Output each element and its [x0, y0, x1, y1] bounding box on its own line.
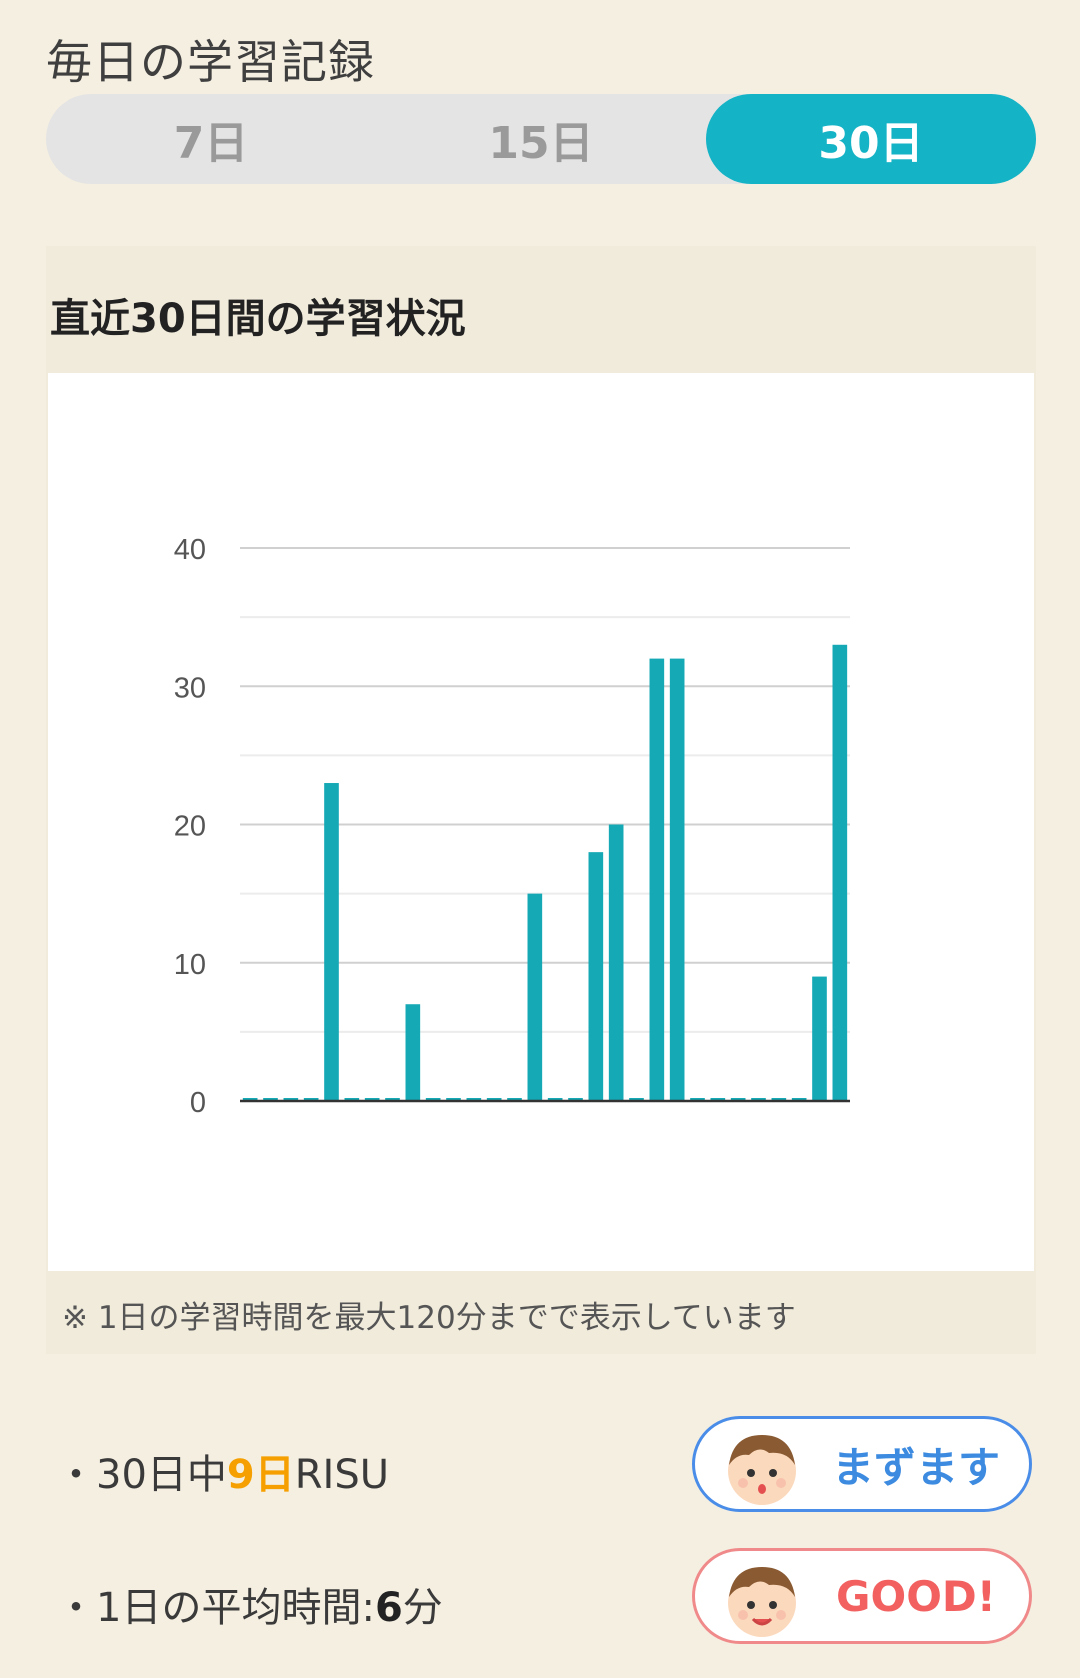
bar-day-19 — [608, 824, 624, 1101]
bar-day-3 — [283, 1098, 299, 1101]
bar-day-29 — [812, 976, 827, 1101]
chart-container: 0 10 20 30 40 — [48, 373, 1034, 1271]
tab-7-days[interactable]: 7日 — [173, 118, 249, 169]
bar-day-21 — [649, 658, 665, 1101]
study-days-stat: ・30日中9日RISU — [56, 1442, 389, 1500]
y-tick-label: 10 — [174, 949, 206, 981]
y-tick-label: 0 — [190, 1087, 206, 1119]
study-status-panel: 直近30日間の学習状況 0 10 20 30 40 ※ 1日の学習時間を最大120分まで… — [46, 246, 1036, 1354]
bar-day-17 — [568, 1098, 583, 1101]
bar-day-12 — [466, 1098, 482, 1101]
average-time-stat: ・1日の平均時間:6分 — [56, 1575, 443, 1633]
average-time-badge: GOOD! — [692, 1548, 1032, 1644]
y-tick-label: 20 — [174, 811, 206, 843]
bar-day-30 — [832, 644, 848, 1101]
bar-day-11 — [446, 1098, 461, 1101]
bar-day-25 — [730, 1098, 746, 1101]
study-days-prefix: ・30日中 — [56, 1452, 227, 1498]
y-tick-label: 30 — [174, 672, 206, 704]
study-days-value: 9日 — [226, 1452, 295, 1498]
tab-15-days[interactable]: 15日 — [488, 118, 594, 169]
tab-30-days[interactable]: 30日 — [706, 94, 1036, 184]
study-days-badge-label: まずます — [831, 1442, 1000, 1492]
study-days-badge: まずます — [692, 1416, 1032, 1512]
child-face-icon — [728, 1435, 796, 1505]
bar-day-28 — [791, 1098, 807, 1101]
average-time-value: 6 — [374, 1585, 403, 1631]
bar-day-24 — [710, 1098, 726, 1101]
bar-day-1 — [242, 1098, 258, 1101]
bar-day-16 — [547, 1098, 563, 1101]
bar-day-18 — [588, 852, 604, 1101]
panel-title: 直近30日間の学習状況 — [50, 296, 466, 342]
range-tabs: 7日 15日 30日 — [46, 94, 1036, 184]
bar-day-13 — [486, 1098, 502, 1101]
bar-day-2 — [263, 1098, 278, 1101]
bar-day-27 — [771, 1098, 787, 1101]
bar-day-26 — [751, 1098, 766, 1101]
average-time-suffix: 分 — [402, 1585, 443, 1631]
bar-day-4 — [303, 1098, 319, 1101]
bar-day-5 — [324, 783, 339, 1101]
page-title: 毎日の学習記録 — [46, 35, 375, 89]
average-time-prefix: ・1日の平均時間: — [56, 1585, 375, 1631]
study-time-bar-chart: 0 10 20 30 40 — [174, 534, 850, 1119]
study-days-suffix: RISU — [294, 1452, 390, 1498]
bar-day-15 — [527, 893, 543, 1101]
child-face-icon — [728, 1567, 796, 1637]
y-tick-label: 40 — [174, 534, 206, 566]
average-time-badge-label: GOOD! — [836, 1571, 996, 1621]
bar-day-23 — [690, 1098, 705, 1101]
bar-day-6 — [344, 1098, 360, 1101]
bar-day-14 — [507, 1098, 522, 1101]
bar-day-8 — [385, 1098, 400, 1101]
bar-day-10 — [425, 1098, 441, 1101]
bar-day-9 — [405, 1004, 421, 1101]
bar-day-22 — [669, 658, 685, 1101]
bar-day-20 — [629, 1098, 644, 1101]
display-note: ※ 1日の学習時間を最大120分までで表示しています — [62, 1300, 796, 1336]
bar-day-7 — [364, 1098, 380, 1101]
